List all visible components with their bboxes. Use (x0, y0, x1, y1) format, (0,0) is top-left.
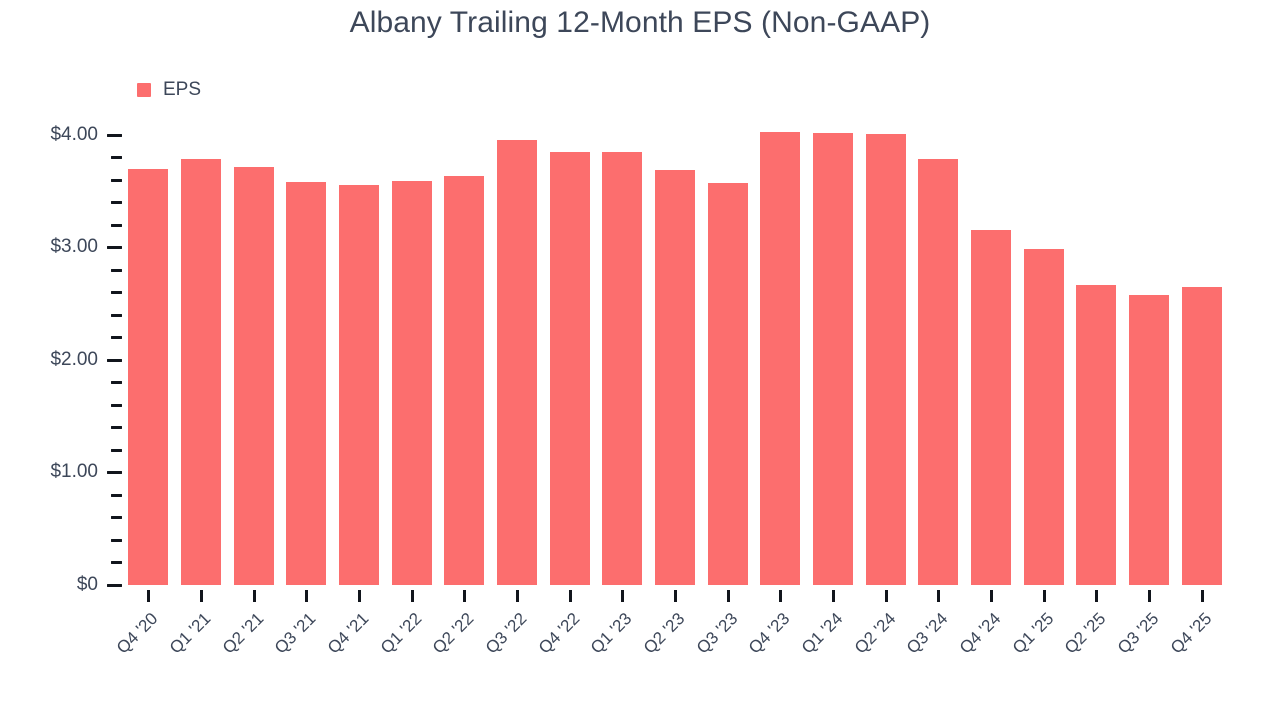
x-axis-tick-label: Q2 '21 (218, 609, 268, 658)
x-axis-tick-label: Q4 '23 (745, 609, 794, 658)
bar (497, 139, 537, 585)
y-axis-tick-mark (111, 178, 122, 182)
x-axis-tick-label: Q3 '24 (903, 609, 952, 658)
bar (1076, 284, 1117, 585)
y-axis-tick-mark (107, 246, 122, 249)
x-axis-tick-mark (1042, 590, 1046, 602)
bar (1129, 294, 1169, 585)
chart-title: Albany Trailing 12-Month EPS (Non-GAAP) (349, 6, 931, 39)
x-axis-tick-mark (305, 590, 309, 602)
x-axis-tick-label: Q4 '22 (534, 609, 584, 658)
legend-label-eps: EPS (163, 79, 202, 100)
y-axis-tick-mark (107, 471, 122, 474)
legend-swatch-eps (137, 82, 151, 97)
y-axis-tick-mark (111, 403, 122, 407)
y-axis-tick-mark (111, 516, 122, 519)
x-axis-tick-label: Q3 '22 (481, 609, 531, 658)
x-axis-tick-label: Q4 '25 (1166, 609, 1216, 658)
x-axis-tick-label: Q3 '21 (271, 609, 320, 658)
y-axis-tick-mark (111, 426, 122, 429)
bar (760, 131, 801, 585)
x-axis-tick-label: Q2 '25 (1061, 609, 1110, 658)
x-axis-tick-label: Q4 '24 (955, 609, 1005, 658)
y-axis-tick-mark (107, 358, 122, 362)
x-axis-tick-label: Q1 '23 (587, 609, 636, 658)
x-axis-tick-mark (1095, 590, 1099, 602)
y-axis: $0 $1.00 $2.00 $3.00 $4.00 (0, 0, 122, 720)
bar (128, 168, 169, 585)
y-axis-tick-mark (111, 201, 122, 204)
x-axis-tick-mark (1200, 590, 1204, 602)
plot-area (122, 131, 1228, 585)
bar (707, 183, 748, 585)
y-axis-tick-mark (111, 268, 122, 272)
bar (1023, 248, 1064, 585)
bar (339, 184, 379, 585)
x-axis-tick-mark (674, 590, 677, 602)
bar-series-eps (122, 131, 1228, 585)
x-axis-tick-label: Q2 '22 (429, 609, 478, 658)
y-axis-tick-mark (111, 291, 122, 294)
bar (1181, 286, 1222, 585)
bar (602, 151, 643, 585)
x-axis-tick-mark (410, 590, 414, 602)
bar (444, 175, 485, 585)
y-axis-tick-mark (107, 133, 122, 137)
x-axis-tick-label: Q3 '23 (692, 609, 742, 658)
x-axis-tick-mark (147, 590, 151, 602)
bar (549, 151, 590, 585)
x-axis-tick-mark (937, 590, 941, 602)
x-axis-tick-label: Q2 '24 (850, 609, 900, 658)
y-axis-tick-mark (111, 381, 122, 384)
y-axis-tick-mark (111, 448, 122, 452)
x-axis: Q4 '20 Q1 '21 Q2 '21 Q3 '21 Q4 '21 Q1 '22 Q2 '… (113, 585, 1228, 720)
x-axis-tick-label: Q1 '22 (376, 609, 426, 658)
y-axis-tick-mark (111, 493, 122, 497)
x-axis-tick-mark (200, 590, 203, 602)
x-axis-tick-mark (726, 590, 730, 602)
bar (865, 133, 906, 585)
bar (181, 158, 221, 585)
bar (813, 132, 853, 585)
x-axis-tick-label: Q1 '24 (797, 609, 847, 658)
x-axis-tick-mark (252, 590, 256, 602)
y-axis-tick-mark (111, 223, 122, 227)
y-axis-tick-mark (111, 313, 122, 317)
x-axis-tick-mark (1148, 590, 1151, 602)
x-axis-tick-mark (358, 590, 361, 602)
bar (971, 229, 1011, 585)
y-axis-tick-mark (111, 538, 122, 542)
y-axis-tick-label: $1.00 (50, 461, 98, 482)
y-axis-tick-label: $2.00 (50, 348, 98, 370)
chart-legend: EPS (137, 80, 201, 99)
x-axis-tick-mark (621, 590, 625, 602)
x-axis-tick-label: Q2 '23 (639, 609, 689, 658)
x-axis-tick-mark (779, 590, 783, 602)
x-axis-tick-mark (832, 590, 835, 602)
y-axis-tick-mark (107, 583, 122, 587)
x-axis-tick-label: Q3 '25 (1113, 609, 1163, 658)
y-axis-tick-mark (111, 561, 122, 564)
bar (655, 169, 695, 585)
bar (918, 158, 959, 585)
bar (286, 182, 327, 585)
x-axis-tick-mark (990, 590, 993, 602)
x-axis-tick-label: Q1 '21 (165, 609, 215, 658)
x-axis-tick-mark (568, 590, 572, 602)
x-axis-tick-mark (884, 590, 888, 602)
bar (391, 181, 432, 585)
bar (233, 166, 274, 585)
y-axis-tick-mark (111, 156, 122, 159)
y-axis-tick-mark (111, 336, 122, 339)
x-axis-tick-mark (516, 590, 519, 602)
y-axis-tick-label: $0 (76, 573, 98, 595)
y-axis-tick-label: $3.00 (50, 236, 98, 257)
x-axis-tick-label: Q4 '21 (323, 609, 373, 658)
x-axis-tick-label: Q1 '25 (1008, 609, 1058, 658)
y-axis-tick-label: $4.00 (50, 123, 98, 145)
x-axis-tick-mark (463, 590, 467, 602)
